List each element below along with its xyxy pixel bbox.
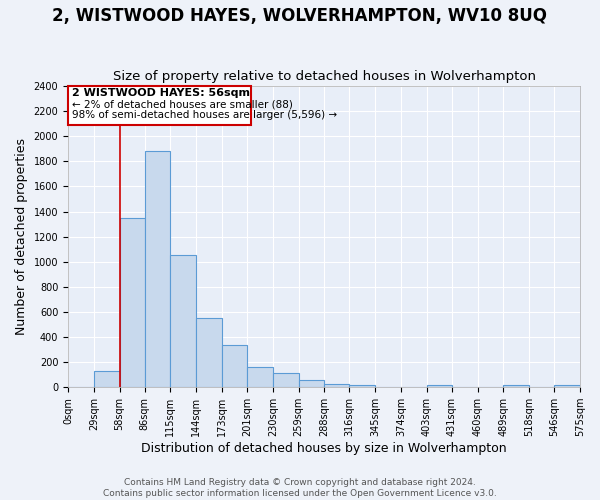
Bar (503, 384, 529, 387)
X-axis label: Distribution of detached houses by size in Wolverhampton: Distribution of detached houses by size … (141, 442, 507, 455)
Bar (427, 384, 452, 387)
Bar (222, 344, 247, 387)
Bar (94, 371, 119, 387)
Text: 2, WISTWOOD HAYES, WOLVERHAMPTON, WV10 8UQ: 2, WISTWOOD HAYES, WOLVERHAMPTON, WV10 8… (53, 8, 548, 26)
Y-axis label: Number of detached properties: Number of detached properties (15, 138, 28, 335)
Bar (170, 256, 196, 387)
Title: Size of property relative to detached houses in Wolverhampton: Size of property relative to detached ho… (113, 70, 536, 84)
Bar (119, 218, 145, 387)
Bar (247, 366, 273, 387)
Bar (299, 380, 325, 387)
Bar (554, 384, 580, 387)
Text: ← 2% of detached houses are smaller (88): ← 2% of detached houses are smaller (88) (71, 99, 292, 109)
FancyBboxPatch shape (68, 86, 251, 125)
Bar (349, 384, 375, 387)
Text: Contains HM Land Registry data © Crown copyright and database right 2024.
Contai: Contains HM Land Registry data © Crown c… (103, 478, 497, 498)
Bar (196, 318, 222, 387)
Text: 2 WISTWOOD HAYES: 56sqm: 2 WISTWOOD HAYES: 56sqm (71, 88, 250, 98)
Bar (145, 152, 170, 387)
Bar (273, 374, 299, 387)
Bar (325, 384, 349, 387)
Text: 98% of semi-detached houses are larger (5,596) →: 98% of semi-detached houses are larger (… (71, 110, 337, 120)
